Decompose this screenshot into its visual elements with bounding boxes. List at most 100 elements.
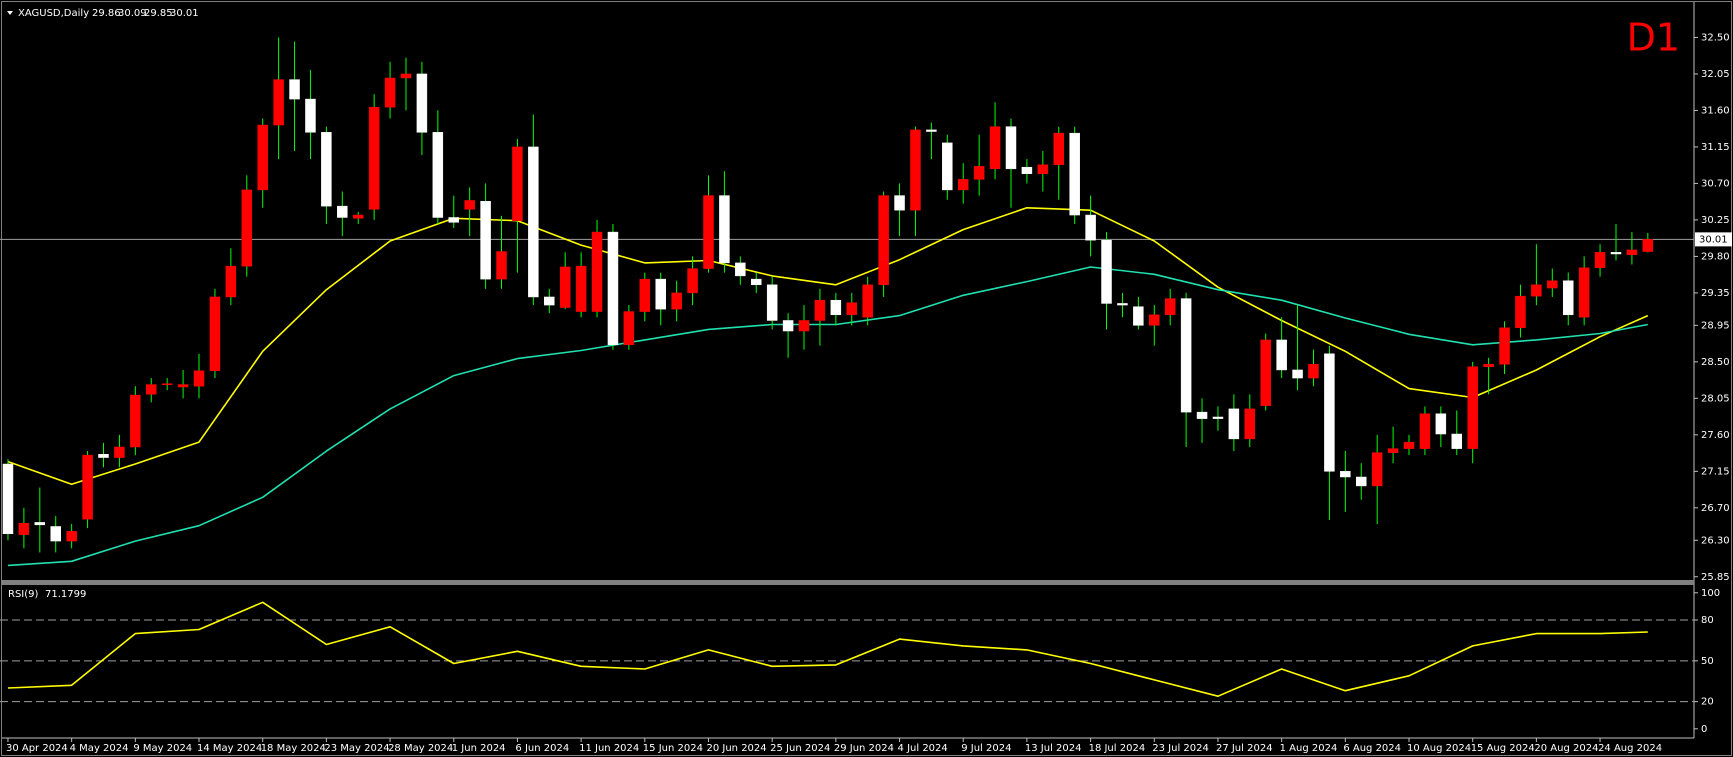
pane-separator <box>2 580 1694 585</box>
x-tick-label: 4 Jul 2024 <box>898 743 948 754</box>
candle-body <box>910 129 921 211</box>
candle-body <box>416 73 428 133</box>
candle-body <box>209 296 221 372</box>
y-tick-label: 28.95 <box>1701 320 1730 331</box>
candle-body <box>1562 280 1574 316</box>
y-tick-label: 25.85 <box>1701 572 1730 583</box>
candle-body <box>1244 408 1256 440</box>
y-tick-label: 32.05 <box>1701 69 1730 80</box>
y-tick-label: 27.15 <box>1701 466 1730 477</box>
candle-body <box>1356 476 1367 487</box>
candle-body <box>894 195 905 211</box>
candle-body <box>1403 441 1415 449</box>
y-tick-label: 26.30 <box>1701 535 1730 546</box>
x-tick-label: 23 Jul 2024 <box>1152 743 1209 754</box>
candle-body <box>1005 126 1017 170</box>
candle-body <box>352 214 364 219</box>
candle-body <box>273 79 284 126</box>
candle-body <box>751 278 762 286</box>
candle-body <box>384 77 396 108</box>
candle-body <box>496 251 507 280</box>
candle-body <box>687 268 698 294</box>
candle-body <box>1435 413 1447 435</box>
x-tick-label: 30 Apr 2024 <box>6 743 68 754</box>
candle-body <box>591 231 603 312</box>
x-tick-label: 20 Aug 2024 <box>1534 743 1598 754</box>
candle-body <box>973 166 985 180</box>
candle-body <box>1021 166 1033 174</box>
y-tick-label: 26.70 <box>1701 503 1730 514</box>
candle-body <box>1164 298 1176 316</box>
candle-body <box>623 311 635 346</box>
x-tick-label: 25 Jun 2024 <box>770 743 830 754</box>
candle-body <box>1451 433 1463 449</box>
candle-body <box>1340 471 1351 478</box>
candle-body <box>1610 252 1622 255</box>
candle-body <box>289 79 300 100</box>
candle-body <box>1467 366 1478 449</box>
header-high: 30.09 <box>118 8 147 19</box>
y-tick-label: 32.50 <box>1701 32 1730 43</box>
candle-body <box>1228 408 1240 440</box>
candle-body <box>130 394 141 448</box>
candle-body <box>1626 249 1638 256</box>
candle-body <box>1037 164 1049 174</box>
candle-body <box>1085 214 1096 241</box>
header-close: 30.01 <box>170 8 199 19</box>
x-tick-label: 27 Jul 2024 <box>1216 743 1273 754</box>
y-tick-label: 29.80 <box>1701 251 1730 262</box>
candle-body <box>1547 280 1558 289</box>
candle-body <box>98 454 109 458</box>
candle-body <box>719 195 730 264</box>
y-tick-label: 29.35 <box>1701 288 1730 299</box>
candle-body <box>862 284 873 318</box>
candle-body <box>257 124 268 191</box>
price-line-box <box>1695 232 1732 247</box>
candle-body <box>337 205 348 218</box>
candle-body <box>241 189 253 267</box>
candle-body <box>1149 314 1160 326</box>
y2-tick-label: 100 <box>1701 588 1720 599</box>
candle-body <box>798 320 810 332</box>
candle-body <box>464 200 475 210</box>
y-tick-label: 30.70 <box>1701 178 1730 189</box>
x-tick-label: 28 May 2024 <box>388 743 453 754</box>
menu-triangle[interactable] <box>7 11 13 15</box>
x-tick-label: 9 May 2024 <box>133 743 192 754</box>
y-tick-label: 27.60 <box>1701 430 1730 441</box>
candle-body <box>1292 369 1303 379</box>
candle-body <box>1180 298 1192 413</box>
candle-body <box>448 217 459 223</box>
candle-body <box>1642 239 1654 252</box>
candle-body <box>305 98 316 133</box>
indicator-title: RSI(9) <box>8 589 39 600</box>
line-series <box>7 601 1648 697</box>
y2-tick-label: 0 <box>1701 724 1707 735</box>
candle-body <box>528 146 539 298</box>
candle-body <box>1419 413 1431 449</box>
candle-body <box>830 299 842 316</box>
candle-body <box>34 522 46 526</box>
candle-body <box>1133 306 1144 326</box>
candle-body <box>1117 303 1128 306</box>
x-tick-label: 4 May 2024 <box>70 743 129 754</box>
candle-body <box>655 278 666 310</box>
candle-body <box>989 126 1001 170</box>
candle-body <box>1212 416 1224 419</box>
candle-body <box>735 262 746 277</box>
candle-body <box>559 266 571 308</box>
candle-body <box>1371 452 1383 487</box>
candle-body <box>512 146 523 221</box>
candle-body <box>957 179 969 191</box>
candle-body <box>146 384 157 395</box>
candle-body <box>1196 411 1208 419</box>
candle-body <box>575 265 587 312</box>
candle-body <box>480 201 491 280</box>
candle-body <box>1594 252 1606 269</box>
x-tick-label: 24 Aug 2024 <box>1598 743 1662 754</box>
x-tick-label: 6 Aug 2024 <box>1343 743 1401 754</box>
price-line-label: 30.01 <box>1699 234 1728 245</box>
x-tick-label: 9 Jul 2024 <box>961 743 1011 754</box>
